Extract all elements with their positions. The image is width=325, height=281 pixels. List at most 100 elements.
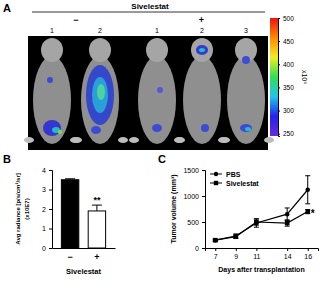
error-bar xyxy=(254,219,259,227)
colorbar xyxy=(270,18,278,136)
legend-label: Sivelestat xyxy=(226,180,259,187)
mouse-paw xyxy=(264,137,274,143)
y-tick-mark xyxy=(202,222,205,223)
title: Sivelestat xyxy=(131,2,169,11)
x-tick: 9 xyxy=(234,248,238,260)
mouse-label: 2 xyxy=(200,27,204,34)
mouse-label: 1 xyxy=(50,27,54,34)
panel-b: B01234−+**SivelestatAvg radiance [p/s/cm… xyxy=(3,153,116,276)
marker xyxy=(254,220,259,225)
error-cap xyxy=(305,203,310,204)
panel-a: ASivelestat−12+123250300350400450500x10⁶ xyxy=(3,2,308,150)
image-background xyxy=(28,36,268,150)
colorbar-axis: 250300350400450500 xyxy=(278,15,294,138)
y-axis-unit: (x10E7) xyxy=(24,198,30,219)
error-cap xyxy=(254,227,259,228)
y-tick: 0 xyxy=(42,245,52,252)
x-tick: + xyxy=(94,248,99,262)
colorbar-tick: 350 xyxy=(278,84,294,91)
mouse-head xyxy=(191,38,213,62)
y-tick: 500 xyxy=(187,219,205,226)
mouse-head xyxy=(146,38,168,62)
y-axis-line xyxy=(202,171,206,249)
legend-label: PBS xyxy=(226,171,241,178)
series-line xyxy=(215,190,307,240)
x-tick-label: 11 xyxy=(253,253,260,260)
y-tick-label: 1500 xyxy=(183,167,199,174)
mouse-paw xyxy=(118,137,128,143)
colorbar-axis-line xyxy=(279,19,281,137)
signal xyxy=(91,126,101,134)
y-tick: 0 xyxy=(195,245,205,252)
title-rule xyxy=(32,12,265,13)
y-tick-mark xyxy=(49,170,52,171)
error-bar xyxy=(305,210,310,214)
signal xyxy=(92,77,108,113)
marker xyxy=(285,212,290,217)
colorbar-tick-mark xyxy=(278,64,280,65)
series-line xyxy=(215,212,307,241)
mouse xyxy=(24,38,80,144)
colorbar-tick: 400 xyxy=(278,61,294,68)
signal xyxy=(201,124,209,132)
x-tick-label: + xyxy=(94,252,99,262)
colorbar-tick-label: 500 xyxy=(283,15,294,22)
annotation: ** xyxy=(93,195,101,205)
error-cap xyxy=(254,218,259,219)
x-tick-label: 7 xyxy=(214,253,218,260)
error-cap xyxy=(65,178,75,179)
error-cap xyxy=(285,219,290,220)
mouse xyxy=(129,38,185,144)
mouse-paw xyxy=(218,137,228,143)
mouse-body xyxy=(138,56,176,144)
error-bar xyxy=(285,220,290,226)
mouse-label: 3 xyxy=(244,27,248,34)
mouse-label: 1 xyxy=(155,27,159,34)
x-tick-mark xyxy=(236,248,237,251)
mouse-label: 2 xyxy=(98,27,102,34)
signal xyxy=(97,84,105,100)
y-tick-mark xyxy=(49,229,52,230)
y-axis-title: Tumor volume (mm³) xyxy=(170,174,178,243)
signal xyxy=(47,77,53,83)
y-axis-line xyxy=(49,171,53,249)
marker xyxy=(234,234,239,239)
y-tick: 2 xyxy=(42,206,52,213)
y-tick: 1500 xyxy=(183,167,205,174)
x-axis-line xyxy=(53,248,116,249)
marker xyxy=(234,234,239,239)
signal xyxy=(58,130,62,134)
colorbar-label: x10⁶ xyxy=(301,70,308,84)
y-axis: 01234 xyxy=(42,167,52,252)
x-tick-label: 14 xyxy=(284,253,292,260)
y-tick: 4 xyxy=(42,167,52,174)
mouse xyxy=(72,38,128,144)
plot-area xyxy=(61,179,105,248)
x-axis: 7 9 11 14 16 xyxy=(206,248,319,260)
error-bar xyxy=(92,205,102,211)
y-tick-label: 2 xyxy=(42,206,46,213)
x-tick-mark xyxy=(256,248,257,251)
legend-marker xyxy=(214,181,218,185)
error-bar xyxy=(285,208,290,220)
colorbar-tick-label: 250 xyxy=(283,130,294,137)
x-tick: − xyxy=(67,248,72,262)
colorbar-tick-mark xyxy=(278,18,280,19)
y-tick-label: 4 xyxy=(42,167,46,174)
x-axis: −+ xyxy=(53,248,116,262)
marker xyxy=(213,238,218,243)
figure: ASivelestat−12+123250300350400450500x10⁶… xyxy=(0,0,325,281)
panel-label: C xyxy=(158,153,166,165)
error-cap xyxy=(254,225,259,226)
x-tick: 7 xyxy=(214,248,218,260)
mouse-paw xyxy=(24,137,34,143)
x-tick: 16 xyxy=(304,248,312,260)
mouse-body xyxy=(33,56,71,144)
error-bar xyxy=(65,178,75,180)
y-tick-mark xyxy=(49,190,52,191)
error-cap xyxy=(285,226,290,227)
y-tick: 1 xyxy=(42,225,52,232)
y-tick-mark xyxy=(202,170,205,171)
mouse-head xyxy=(89,38,111,62)
error-cap xyxy=(305,175,310,176)
